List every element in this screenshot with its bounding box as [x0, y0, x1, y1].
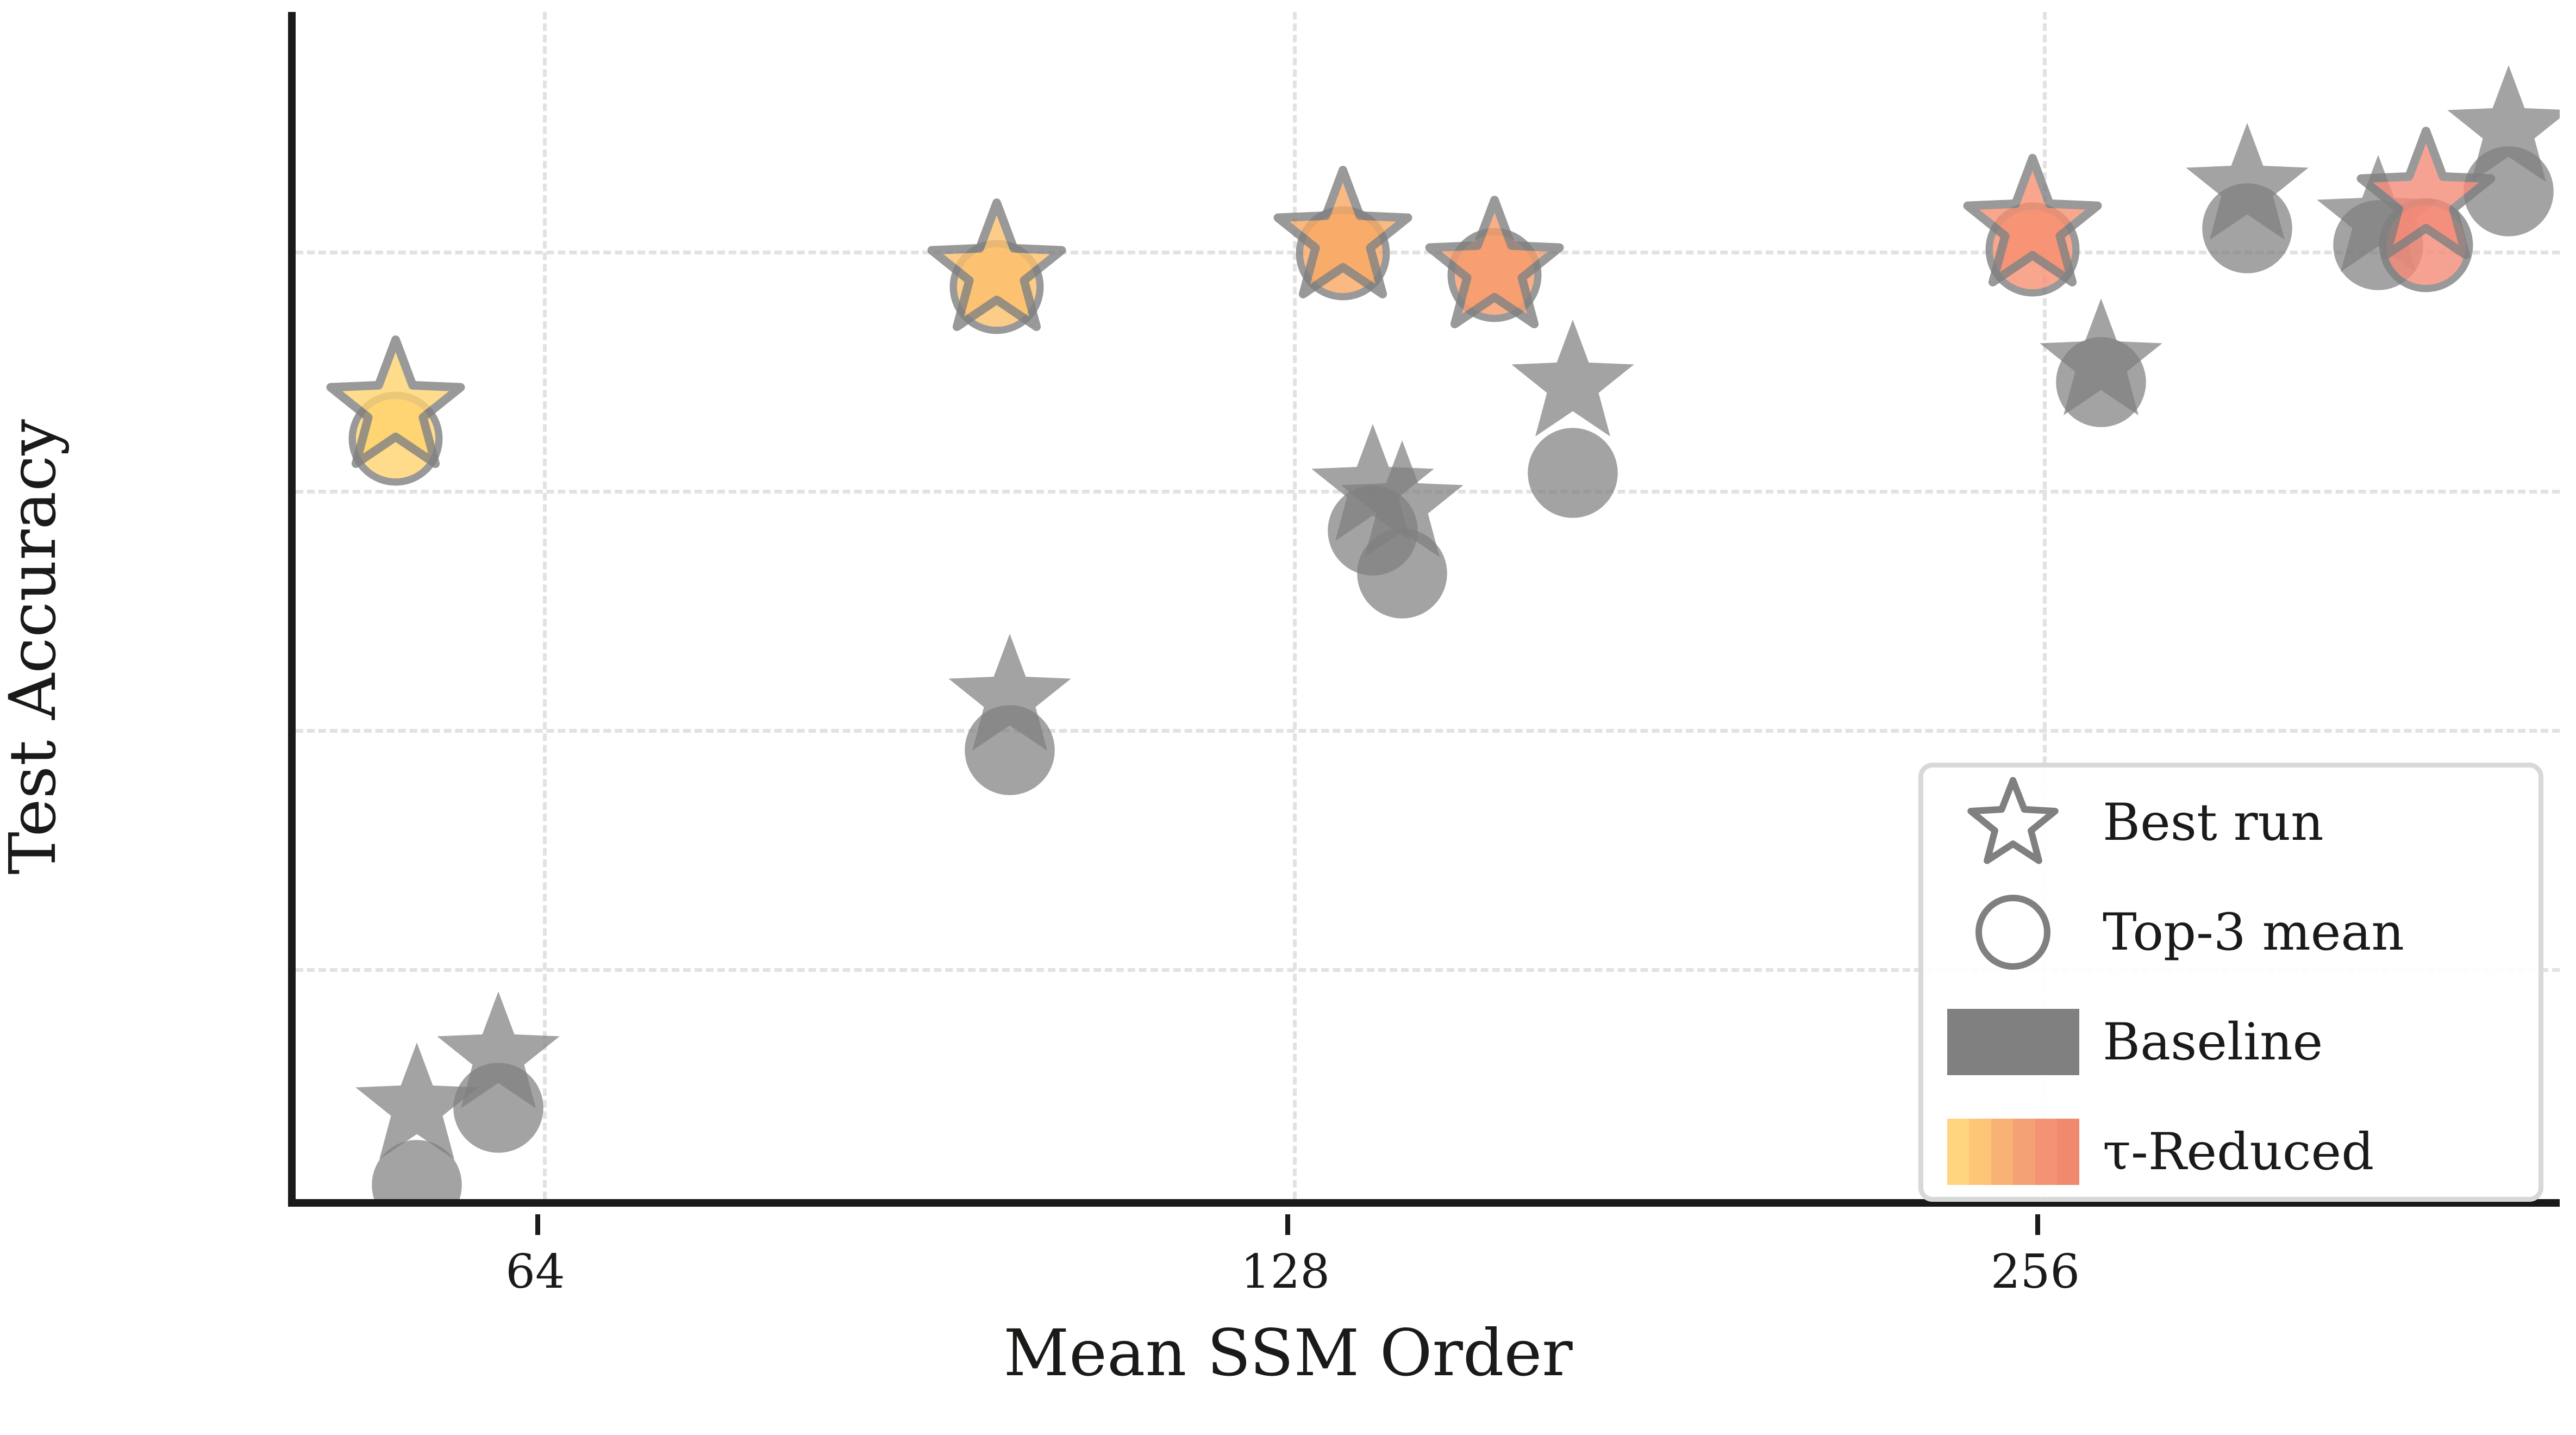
- data-point-tau-reduced-best: [1271, 165, 1415, 309]
- data-point-tau-reduced-best: [2354, 125, 2498, 269]
- gridline-vertical: [1293, 12, 1297, 1199]
- gradient-segment: [1947, 1119, 1969, 1185]
- data-point-baseline-best: [2310, 149, 2446, 285]
- x-axis-title: Mean SSM Order: [1003, 1315, 1573, 1390]
- star-icon: [1923, 768, 2103, 877]
- circle-icon: [1923, 877, 2103, 987]
- gridline-vertical: [543, 12, 547, 1199]
- data-point-baseline-mean: [1524, 424, 1622, 522]
- x-tick-label: 128: [1240, 1245, 1330, 1299]
- legend-item-baseline: Baseline: [1923, 987, 2539, 1097]
- data-point-baseline-best: [1334, 435, 1470, 571]
- legend-item-tau-reduced: τ-Reduced: [1923, 1097, 2539, 1207]
- legend-item-top3-mean: Top-3 mean: [1923, 877, 2539, 987]
- x-tick-label: 256: [1990, 1245, 2080, 1299]
- legend-item-best-run: Best run: [1923, 768, 2539, 877]
- x-tick-mark: [535, 1214, 540, 1235]
- gradient-segment: [1991, 1119, 2013, 1185]
- x-tick-mark: [2035, 1214, 2040, 1235]
- data-point-tau-reduced-best: [1961, 153, 2105, 297]
- data-point-baseline-best: [2033, 293, 2169, 429]
- data-point-baseline-best: [349, 1037, 485, 1173]
- legend-label: Best run: [2103, 793, 2324, 852]
- data-point-baseline-mean: [368, 1136, 466, 1199]
- legend-label: Top-3 mean: [2103, 902, 2404, 962]
- gradient-segment: [2035, 1119, 2057, 1185]
- gridline-vertical: [2043, 12, 2047, 1199]
- y-axis-title: Test Accuracy: [0, 419, 70, 875]
- gradient-segment: [2013, 1119, 2035, 1185]
- gridline-horizontal: [296, 251, 2560, 254]
- data-point-baseline-best: [2441, 60, 2560, 196]
- data-point-baseline-best: [942, 628, 1078, 764]
- data-point-baseline-best: [2179, 117, 2315, 253]
- x-tick-mark: [1285, 1214, 1290, 1235]
- gridline-horizontal: [296, 729, 2560, 733]
- data-point-baseline-mean: [1353, 525, 1451, 622]
- x-tick-label: 64: [505, 1245, 565, 1299]
- data-point-tau-reduced-best: [1423, 195, 1567, 339]
- color-swatch: [1947, 1009, 2079, 1075]
- data-point-tau-reduced-best: [924, 197, 1068, 341]
- legend-label: Baseline: [2103, 1012, 2323, 1072]
- gridline-horizontal: [296, 968, 2560, 972]
- gradient-segment: [1969, 1119, 1991, 1185]
- data-point-baseline-best: [1305, 419, 1441, 554]
- baseline-swatch-icon: [1923, 987, 2103, 1097]
- data-point-baseline-best: [1505, 314, 1641, 450]
- data-point-tau-reduced-best: [324, 334, 468, 478]
- legend-label: τ-Reduced: [2103, 1122, 2374, 1182]
- gradient-swatch: [1947, 1119, 2079, 1185]
- legend: Best run Top-3 mean Baseline τ-Reduced: [1918, 763, 2543, 1202]
- plot-canvas: [296, 12, 2560, 1199]
- data-point-baseline-best: [430, 986, 566, 1122]
- tau-gradient-swatch-icon: [1923, 1097, 2103, 1207]
- plot-area: [288, 12, 2560, 1207]
- gradient-segment: [2057, 1119, 2079, 1185]
